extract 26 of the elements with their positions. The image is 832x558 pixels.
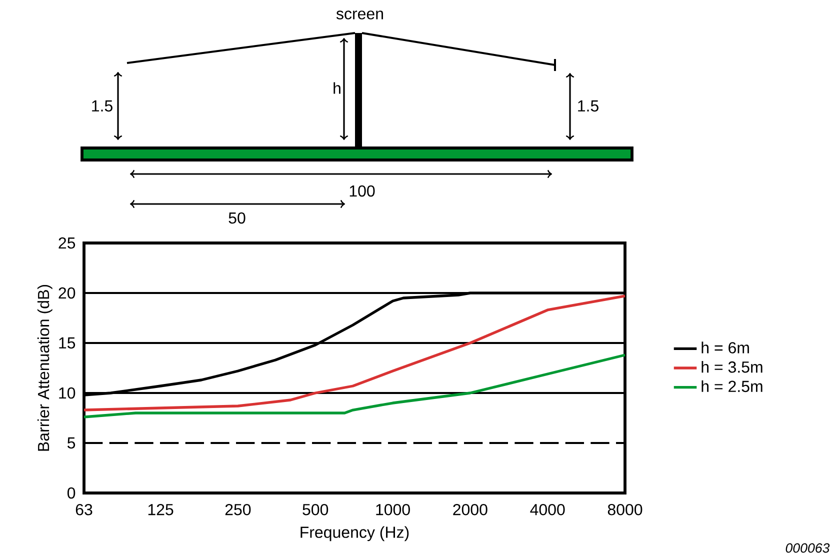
y-tick-label: 5 (67, 437, 76, 449)
x-tick-label: 4000 (530, 504, 565, 516)
y-axis-title: Barrier Attenuation (dB) (37, 284, 52, 451)
text: 50 (228, 212, 246, 224)
y-tick-label: 10 (59, 387, 76, 399)
legend-label: h = 3.5m (702, 361, 762, 373)
y-tick-label: 20 (58, 287, 76, 299)
x-tick-label: 63 (76, 504, 92, 516)
legend-label: h = 6m (702, 342, 749, 354)
x-axis-title: Frequency (Hz) (300, 526, 409, 542)
x-tick-label: 500 (302, 504, 328, 516)
y-tick-label: 15 (59, 337, 76, 349)
x-tick-label: 1000 (376, 504, 410, 516)
x-tick-label: 250 (225, 504, 251, 516)
text: 000063 (786, 543, 830, 553)
x-tick-label: 125 (148, 504, 174, 516)
y-tick-label: 0 (67, 487, 76, 499)
text: 100 (350, 185, 375, 197)
x-tick-label: 2000 (453, 504, 488, 516)
text: 1.5 (578, 100, 598, 112)
text: screen (336, 10, 383, 20)
legend-label: h = 2.5m (702, 380, 762, 392)
text: 1.5 (92, 100, 112, 112)
text: h (334, 82, 340, 94)
y-tick-label: 25 (58, 237, 76, 249)
x-tick-label: 8000 (608, 504, 642, 516)
